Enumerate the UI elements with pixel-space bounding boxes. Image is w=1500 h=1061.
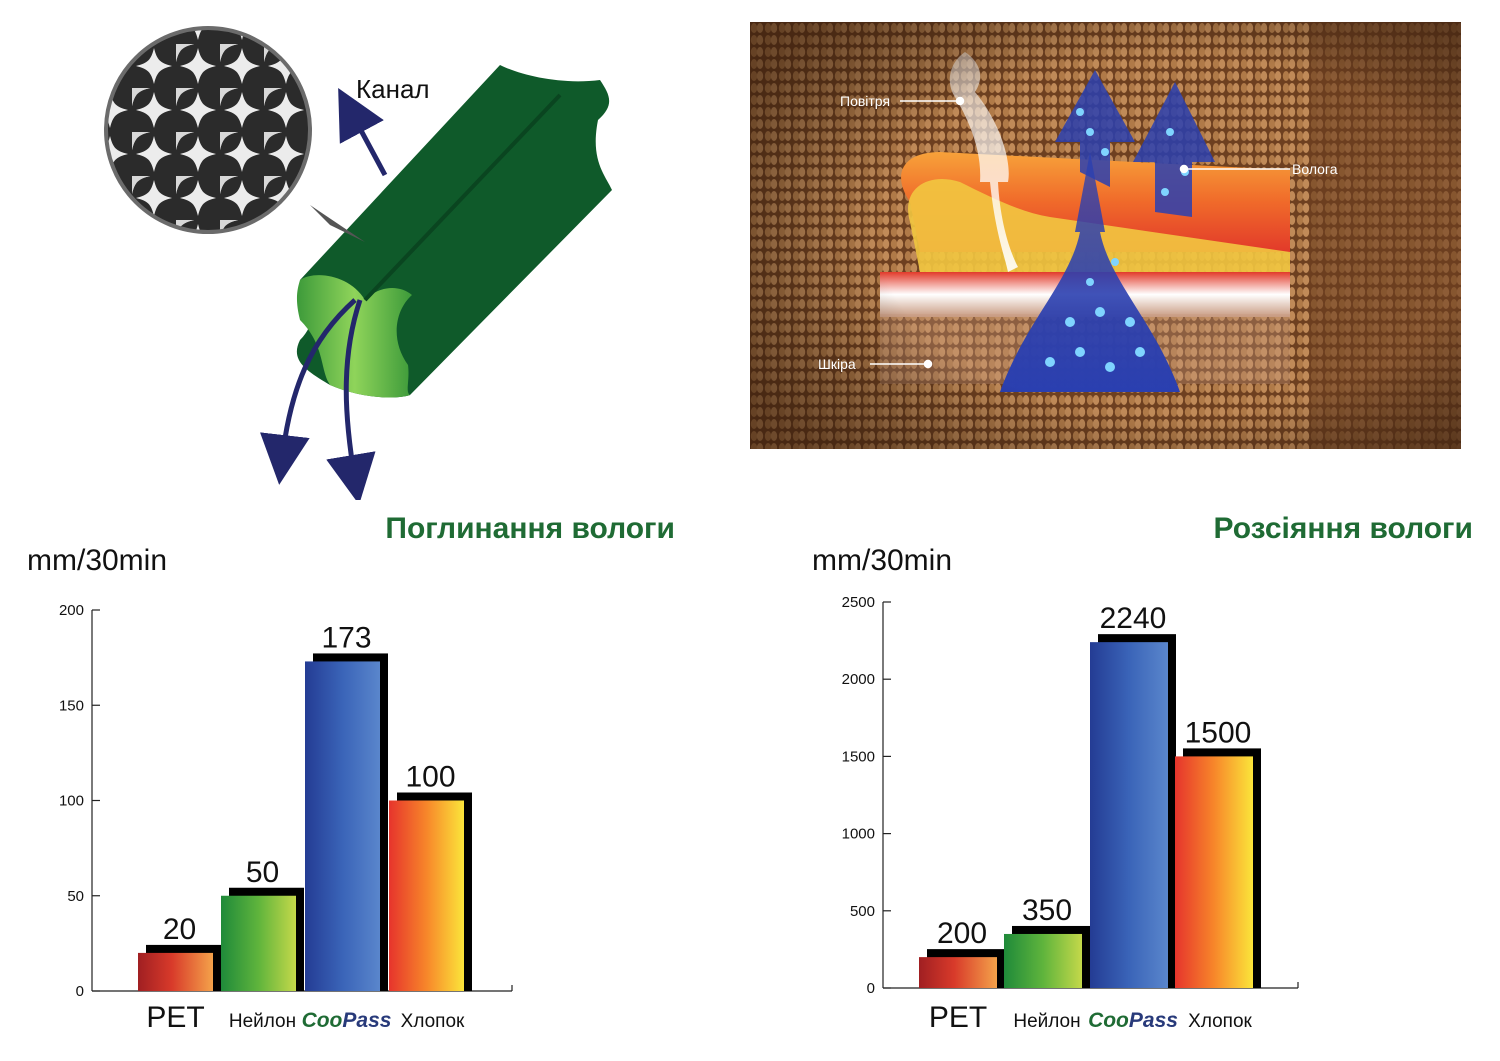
bar-нейлон (1004, 933, 1082, 988)
y-tick-label: 1500 (842, 748, 875, 765)
category-label: Хлопок (401, 1011, 465, 1032)
y-tick-label: 50 (67, 888, 84, 905)
chart-title: Поглинання вологи (385, 512, 675, 545)
y-tick-label: 500 (850, 903, 875, 920)
y-tick-label: 150 (59, 697, 84, 714)
magnified-cross-section (104, 26, 365, 242)
data-label: 173 (321, 621, 371, 654)
y-tick-label: 2500 (842, 594, 875, 611)
category-label: Хлопок (1188, 1011, 1252, 1032)
data-labels: 20 50 173 100 (163, 621, 456, 945)
category-label: PET (146, 1001, 204, 1034)
data-label: 2240 (1100, 602, 1167, 635)
dispersion-chart: Розсіяння вологи mm/30min 05001000150020… (812, 512, 1473, 1034)
data-label: 200 (937, 917, 987, 950)
bar-нейлон (221, 895, 296, 991)
data-label: 20 (163, 913, 196, 946)
skin-label: Шкіра (818, 356, 856, 372)
y-tick-label: 0 (76, 983, 84, 1000)
chart-title: Розсіяння вологи (1213, 512, 1473, 545)
y-tick-label: 2000 (842, 671, 875, 688)
y-tick-label: 200 (59, 602, 84, 619)
data-label: 50 (246, 856, 279, 889)
fabric-moisture-photo: Повітря Волога Шкіра (750, 22, 1461, 449)
moisture-label: Волога (1292, 161, 1338, 177)
channel-label: Канал (356, 74, 430, 104)
data-label: 350 (1022, 894, 1072, 927)
bar-хлопок (389, 800, 464, 991)
category-label: Нейлон (229, 1011, 296, 1032)
absorption-chart: Поглинання вологи mm/30min 050100150200 … (27, 512, 675, 1034)
bars (138, 653, 472, 991)
y-tick-label: 1000 (842, 826, 875, 843)
data-label: 1500 (1185, 716, 1252, 749)
category-label-brand: CooPass (302, 1009, 392, 1032)
axis: 0 500 1000 1500 2000 2500 (842, 594, 1299, 997)
category-label: PET (929, 1001, 987, 1034)
fiber-channel-illustration: Канал (104, 26, 612, 500)
bar-coopass (305, 661, 380, 991)
y-axis-unit: mm/30min (812, 544, 952, 577)
category-label: Нейлон (1013, 1011, 1080, 1032)
category-labels: PET Нейлон CooPass Хлопок (146, 1001, 465, 1034)
bar-coopass (1090, 642, 1168, 988)
air-label: Повітря (840, 93, 890, 109)
y-tick-label: 100 (59, 793, 84, 810)
data-labels: 200 350 2240 1500 (937, 602, 1251, 950)
bar-pet (919, 957, 997, 988)
y-axis-unit: mm/30min (27, 544, 167, 577)
y-tick-label: 0 (867, 980, 875, 997)
bar-pet (138, 952, 213, 991)
green-fiber (296, 65, 612, 398)
data-label: 100 (405, 761, 455, 794)
channel-arrows (260, 87, 388, 500)
category-label-brand: CooPass (1088, 1009, 1178, 1032)
bar-хлопок (1175, 756, 1253, 988)
category-labels: PET Нейлон CooPass Хлопок (929, 1001, 1253, 1034)
bars (919, 634, 1261, 988)
